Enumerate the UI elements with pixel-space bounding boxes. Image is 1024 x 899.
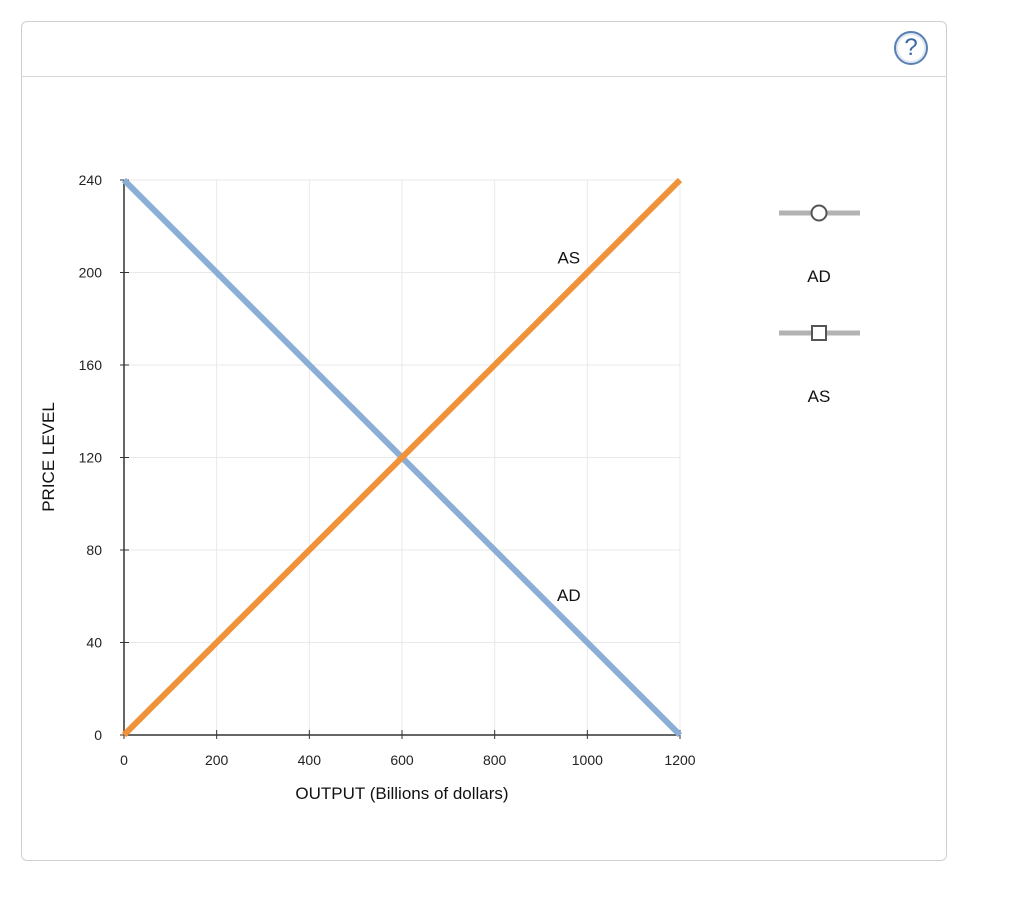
y-tick-label: 240 (79, 172, 103, 188)
y-tick-label: 0 (94, 727, 102, 743)
x-tick-label: 0 (120, 752, 128, 768)
y-axis-label: PRICE LEVEL (39, 402, 58, 512)
x-tick-label: 400 (298, 752, 322, 768)
series-line-as (121, 177, 683, 738)
legend-label: AD (807, 267, 831, 286)
x-tick-label: 1200 (664, 752, 695, 768)
curve-label-as: AS (557, 248, 580, 267)
legend-label: AS (808, 387, 831, 406)
y-tick-label: 200 (79, 265, 103, 281)
annotations: AS AD (557, 248, 581, 605)
y-tick-label: 40 (86, 635, 102, 651)
y-tick-label: 120 (79, 450, 103, 466)
y-tick-label: 80 (86, 542, 102, 558)
curve-label-ad: AD (557, 586, 581, 605)
axes (120, 179, 681, 739)
tick-labels: 0 200 400 600 800 1000 1200 0 40 80 120 160 200 240 (79, 172, 696, 768)
y-tick-label: 160 (79, 357, 103, 373)
x-axis-label: OUTPUT (Billions of dollars) (295, 784, 508, 803)
x-tick-label: 600 (390, 752, 414, 768)
graph-panel: ? (21, 21, 947, 861)
legend-item-as[interactable]: AS (779, 325, 860, 406)
legend-item-ad[interactable]: AD (779, 204, 860, 287)
square-marker-icon (811, 325, 827, 341)
x-tick-label: 800 (483, 752, 507, 768)
x-tick-label: 200 (205, 752, 229, 768)
x-tick-label: 1000 (572, 752, 603, 768)
help-button[interactable]: ? (894, 31, 928, 65)
series-lines (121, 177, 683, 738)
legend: AD AS (779, 204, 860, 406)
circle-marker-icon (810, 204, 828, 222)
panel-header: ? (22, 22, 946, 77)
